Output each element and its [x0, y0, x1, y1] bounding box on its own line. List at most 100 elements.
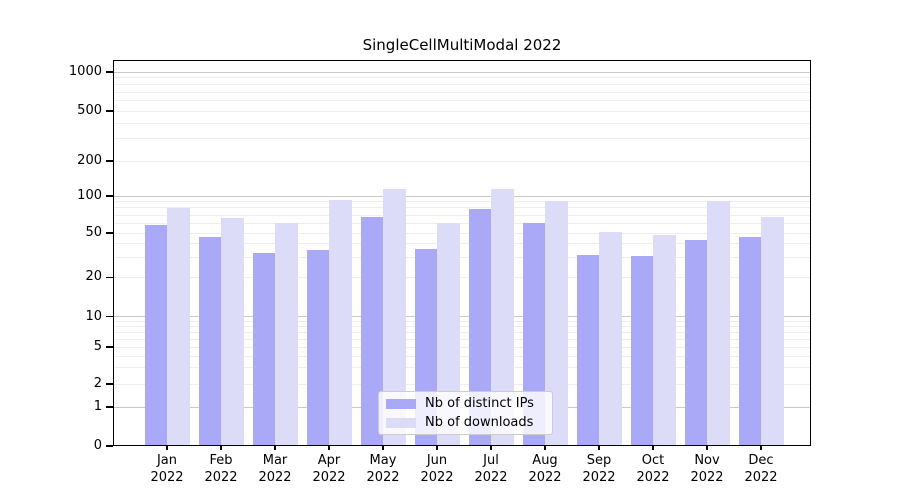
- gridline-minor-5: [113, 346, 811, 348]
- year-label: 2022: [312, 469, 346, 485]
- x-axis-tick-may: [382, 446, 384, 450]
- x-axis-tick-sep: [598, 446, 600, 450]
- month-label: Jul: [483, 453, 499, 468]
- x-axis-tick-jun: [436, 446, 438, 450]
- y-axis-tick-10: [106, 316, 113, 318]
- y-axis-tick-label-500: 500: [77, 103, 102, 118]
- bar-dec-downloads: [761, 217, 784, 446]
- year-label: 2022: [420, 469, 454, 485]
- year-label: 2022: [474, 469, 508, 485]
- x-axis-tick-jul: [490, 446, 492, 450]
- bar-mar-downloads: [275, 223, 298, 446]
- gridline-minor-3: [113, 367, 811, 369]
- year-label: 2022: [204, 469, 238, 485]
- x-axis-tick-label-apr: Apr 2022: [302, 453, 356, 486]
- gridline-minor-200: [113, 160, 811, 162]
- y-axis-tick-50: [106, 232, 113, 234]
- month-label: Dec: [748, 453, 774, 468]
- gridline-minor-400: [113, 122, 811, 124]
- bar-may-downloads: [383, 188, 406, 446]
- month-label: Sep: [586, 453, 612, 468]
- gridline-minor-6: [113, 338, 811, 340]
- month-label: May: [369, 453, 397, 468]
- bar-aug-downloads: [545, 201, 568, 446]
- x-axis-tick-label-sep: Sep 2022: [572, 453, 626, 486]
- y-axis-tick-1: [106, 406, 113, 408]
- bar-feb-downloads: [221, 218, 244, 446]
- bar-jun-downloads: [437, 223, 460, 446]
- x-axis-tick-label-jan: Jan 2022: [140, 453, 194, 486]
- bar-dec-distinct-ips: [738, 237, 761, 446]
- x-axis-tick-label-may: May 2022: [356, 453, 410, 486]
- gridline-minor-7: [113, 331, 811, 333]
- y-axis-tick-label-200: 200: [77, 153, 102, 168]
- chart-title: SingleCellMultiModal 2022: [362, 36, 562, 54]
- month-label: Mar: [262, 453, 288, 468]
- gridline-minor-70: [113, 214, 811, 216]
- y-axis-tick-label-5: 5: [93, 339, 102, 354]
- bar-jan-downloads: [167, 207, 190, 446]
- bar-nov-distinct-ips: [684, 240, 707, 446]
- bar-sep-distinct-ips: [576, 254, 599, 446]
- gridline-minor-800: [113, 84, 811, 86]
- bar-oct-downloads: [653, 234, 676, 446]
- bar-apr-downloads: [329, 199, 352, 446]
- x-axis-tick-mar: [274, 446, 276, 450]
- x-axis-tick-label-jun: Jun 2022: [410, 453, 464, 486]
- x-axis-tick-aug: [544, 446, 546, 450]
- x-axis-tick-label-mar: Mar 2022: [248, 453, 302, 486]
- gridline-minor-900: [113, 77, 811, 79]
- legend-label-downloads: Nb of downloads: [425, 415, 534, 430]
- y-axis-tick-100: [106, 195, 113, 197]
- bar-jan-distinct-ips: [144, 225, 167, 446]
- x-axis-tick-apr: [328, 446, 330, 450]
- month-label: Apr: [317, 453, 341, 468]
- gridline-minor-2: [113, 383, 811, 385]
- year-label: 2022: [528, 469, 562, 485]
- bar-sep-downloads: [599, 231, 622, 446]
- year-label: 2022: [150, 469, 184, 485]
- y-axis-tick-1000: [106, 71, 113, 73]
- y-axis-tick-label-0: 0: [93, 438, 102, 453]
- y-axis-tick-2: [106, 383, 113, 385]
- bar-apr-distinct-ips: [306, 250, 329, 446]
- legend-swatch-downloads: [386, 417, 416, 428]
- legend-swatch-distinct-ips: [386, 398, 416, 409]
- y-axis-tick-500: [106, 110, 113, 112]
- y-axis-tick-label-100: 100: [77, 188, 102, 203]
- x-axis-tick-label-nov: Nov 2022: [680, 453, 734, 486]
- gridline-major-100: [113, 195, 811, 197]
- month-label: Nov: [694, 453, 720, 468]
- bar-feb-distinct-ips: [198, 237, 221, 446]
- gridline-minor-80: [113, 207, 811, 209]
- x-axis-tick-label-jul: Jul 2022: [464, 453, 518, 486]
- x-axis-tick-oct: [652, 446, 654, 450]
- y-axis-tick-20: [106, 276, 113, 278]
- x-axis-tick-label-feb: Feb 2022: [194, 453, 248, 486]
- x-axis-tick-label-dec: Dec 2022: [734, 453, 788, 486]
- bar-may-distinct-ips: [360, 217, 383, 446]
- legend: Nb of distinct IPs Nb of downloads: [378, 391, 553, 435]
- month-label: Aug: [532, 453, 558, 468]
- bar-nov-downloads: [707, 201, 730, 446]
- gridline-minor-9: [113, 320, 811, 322]
- y-axis-tick-200: [106, 160, 113, 162]
- gridline-minor-300: [113, 138, 811, 140]
- gridline-minor-60: [113, 222, 811, 224]
- y-axis-tick-label-1: 1: [93, 399, 102, 414]
- y-axis-tick-0: [106, 445, 113, 447]
- x-axis-tick-label-aug: Aug 2022: [518, 453, 572, 486]
- y-axis-tick-label-2: 2: [93, 376, 102, 391]
- y-axis-tick-label-10: 10: [85, 308, 102, 324]
- x-axis-tick-label-oct: Oct 2022: [626, 453, 680, 486]
- gridline-minor-700: [113, 91, 811, 93]
- bar-oct-distinct-ips: [630, 256, 653, 446]
- year-label: 2022: [366, 469, 400, 485]
- legend-row-distinct-ips: Nb of distinct IPs: [386, 396, 552, 411]
- gridline-minor-500: [113, 110, 811, 112]
- x-axis-tick-feb: [220, 446, 222, 450]
- gridline-minor-30: [113, 257, 811, 259]
- bar-mar-distinct-ips: [252, 253, 275, 446]
- year-label: 2022: [636, 469, 670, 485]
